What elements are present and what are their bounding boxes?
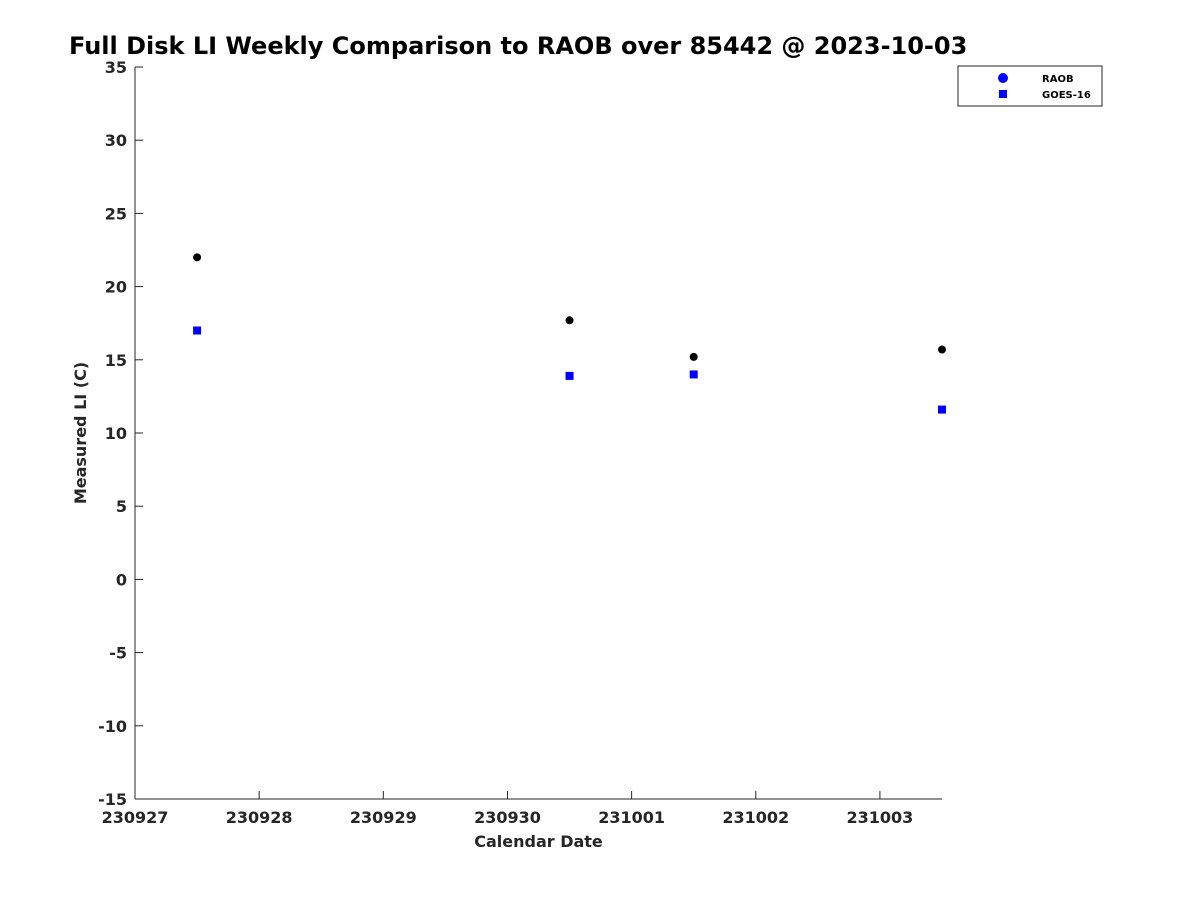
x-tick-label: 230928	[226, 808, 293, 827]
x-ticks: 230927 230928 230929 230930 231001 231002 2310…	[102, 791, 914, 827]
legend-goes-16-marker	[999, 90, 1007, 98]
raob-point	[193, 253, 202, 262]
data-points	[193, 253, 946, 414]
y-tick-label: 20	[105, 278, 127, 297]
y-tick-label: 30	[105, 131, 127, 150]
goes-16-point	[193, 326, 202, 335]
x-tick-label: 231003	[847, 808, 914, 827]
goes-16-point	[938, 405, 946, 414]
chart-title: Full Disk LI Weekly Comparison to RAOB o…	[69, 32, 967, 60]
y-axis-label: Measured LI (C)	[71, 362, 90, 504]
legend-goes-16-label: GOES-16	[1042, 90, 1091, 101]
y-tick-label: 10	[105, 424, 127, 443]
x-tick-label: 230929	[350, 808, 417, 827]
legend-box	[957, 65, 1103, 107]
goes-16-point	[689, 370, 698, 379]
raob-point	[689, 352, 698, 361]
x-tick-label: 230927	[102, 808, 169, 827]
y-tick-label: -10	[98, 717, 127, 736]
y-tick-label: 25	[105, 204, 127, 223]
goes-16-point	[565, 371, 574, 380]
legend-raob-label: RAOB	[1042, 74, 1074, 85]
y-ticks: 35 30 25 20 15 10 5 0 -5 -10 -15	[98, 58, 143, 809]
axes	[134, 67, 942, 800]
legend-items: RAOB GOES-16	[998, 73, 1091, 101]
y-tick-label: 5	[116, 497, 127, 516]
raob-point	[565, 316, 574, 325]
x-tick-label: 231001	[598, 808, 665, 827]
y-tick-label: 0	[116, 570, 127, 589]
legend-raob-marker	[998, 73, 1008, 83]
y-tick-label: -15	[98, 790, 127, 809]
x-tick-label: 230930	[474, 808, 541, 827]
y-tick-label: -5	[109, 644, 127, 663]
y-tick-label: 15	[105, 351, 127, 370]
x-tick-label: 231002	[722, 808, 789, 827]
legend: RAOB GOES-16	[957, 65, 1103, 107]
raob-point	[938, 345, 946, 354]
x-axis-label: Calendar Date	[474, 832, 603, 851]
y-tick-label: 35	[105, 58, 127, 77]
